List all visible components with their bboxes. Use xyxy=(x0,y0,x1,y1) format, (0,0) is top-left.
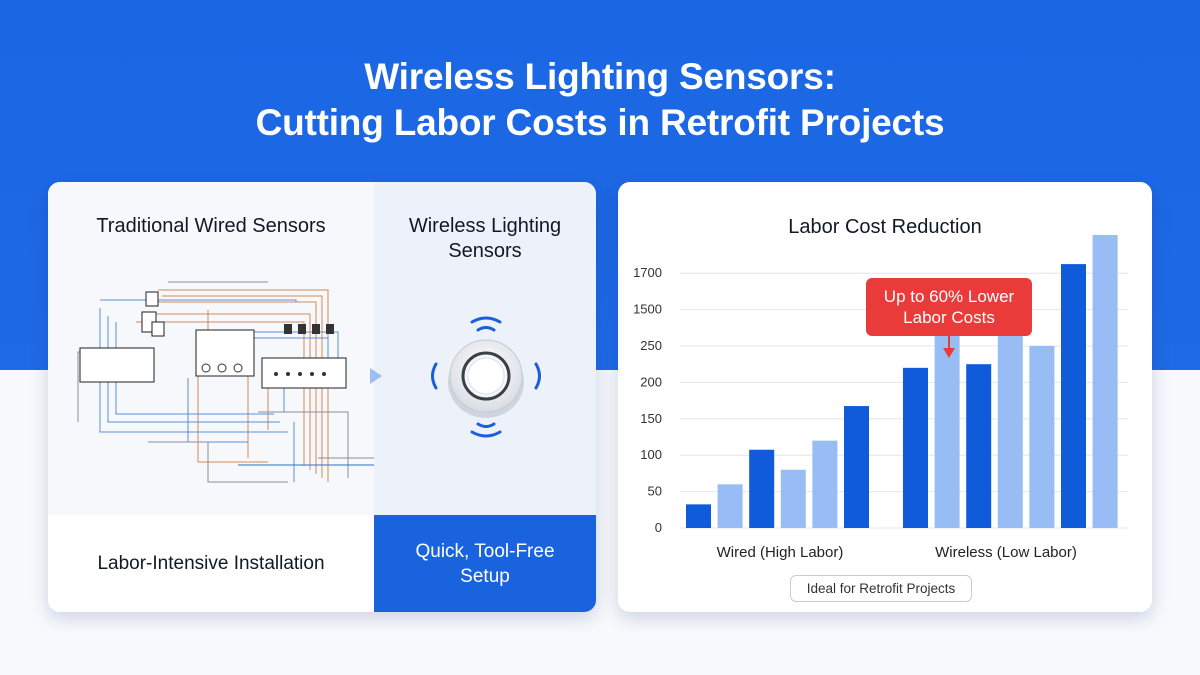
bar xyxy=(844,406,869,528)
y-tick-label: 1700 xyxy=(633,265,662,280)
y-tick-label: 250 xyxy=(640,338,662,353)
wired-title: Traditional Wired Sensors xyxy=(96,215,326,237)
savings-callout: Up to 60% Lower Labor Costs xyxy=(866,278,1032,336)
page-title: Wireless Lighting Sensors: Cutting Labor… xyxy=(0,54,1200,146)
chart-title: Labor Cost Reduction xyxy=(788,216,982,238)
wiring-diagram-icon xyxy=(77,281,374,483)
wired-column: Traditional Wired Sensors xyxy=(48,182,374,515)
bar xyxy=(717,484,743,528)
wireless-title: Wireless Lighting Sensors xyxy=(408,215,562,262)
bar xyxy=(686,504,711,528)
bar xyxy=(780,469,806,528)
bar-chart: 0 50 100 150 200 250 1500 1700 Wired (High Labor… xyxy=(633,234,1128,561)
bar xyxy=(997,311,1023,528)
arrow-right-icon xyxy=(370,368,382,384)
comparison-card: Traditional Wired Sensors xyxy=(48,182,596,612)
bar xyxy=(1029,346,1055,528)
page-title-line-1: Wireless Lighting Sensors: xyxy=(364,56,836,97)
bar xyxy=(812,440,838,528)
bar xyxy=(1061,264,1086,528)
wired-footer: Labor-Intensive Installation xyxy=(48,515,374,612)
bar xyxy=(749,449,775,528)
y-tick-label: 150 xyxy=(640,411,662,426)
y-tick-label: 0 xyxy=(655,520,662,535)
bar xyxy=(934,327,960,528)
chart-card: Labor Cost Reduction 0 50 100 150 200 250 1500… xyxy=(618,182,1152,612)
retrofit-badge: Ideal for Retrofit Projects xyxy=(790,575,972,602)
y-tick-label: 50 xyxy=(648,484,662,499)
bar xyxy=(966,364,992,528)
y-tick-label: 100 xyxy=(640,447,662,462)
callout-arrow-icon xyxy=(943,348,955,358)
wireless-column: Wireless Lighting Sensors xyxy=(374,182,596,515)
y-tick-label: 1500 xyxy=(633,302,662,317)
category-label: Wireless (Low Labor) xyxy=(935,544,1077,561)
wireless-sensor-icon xyxy=(431,316,541,438)
y-tick-label: 200 xyxy=(640,374,662,389)
page-title-line-2: Cutting Labor Costs in Retrofit Projects xyxy=(255,102,945,143)
bar xyxy=(903,367,928,528)
bar xyxy=(1092,234,1118,529)
category-label: Wired (High Labor) xyxy=(717,544,844,561)
wireless-footer: Quick, Tool-Free Setup xyxy=(374,515,596,612)
